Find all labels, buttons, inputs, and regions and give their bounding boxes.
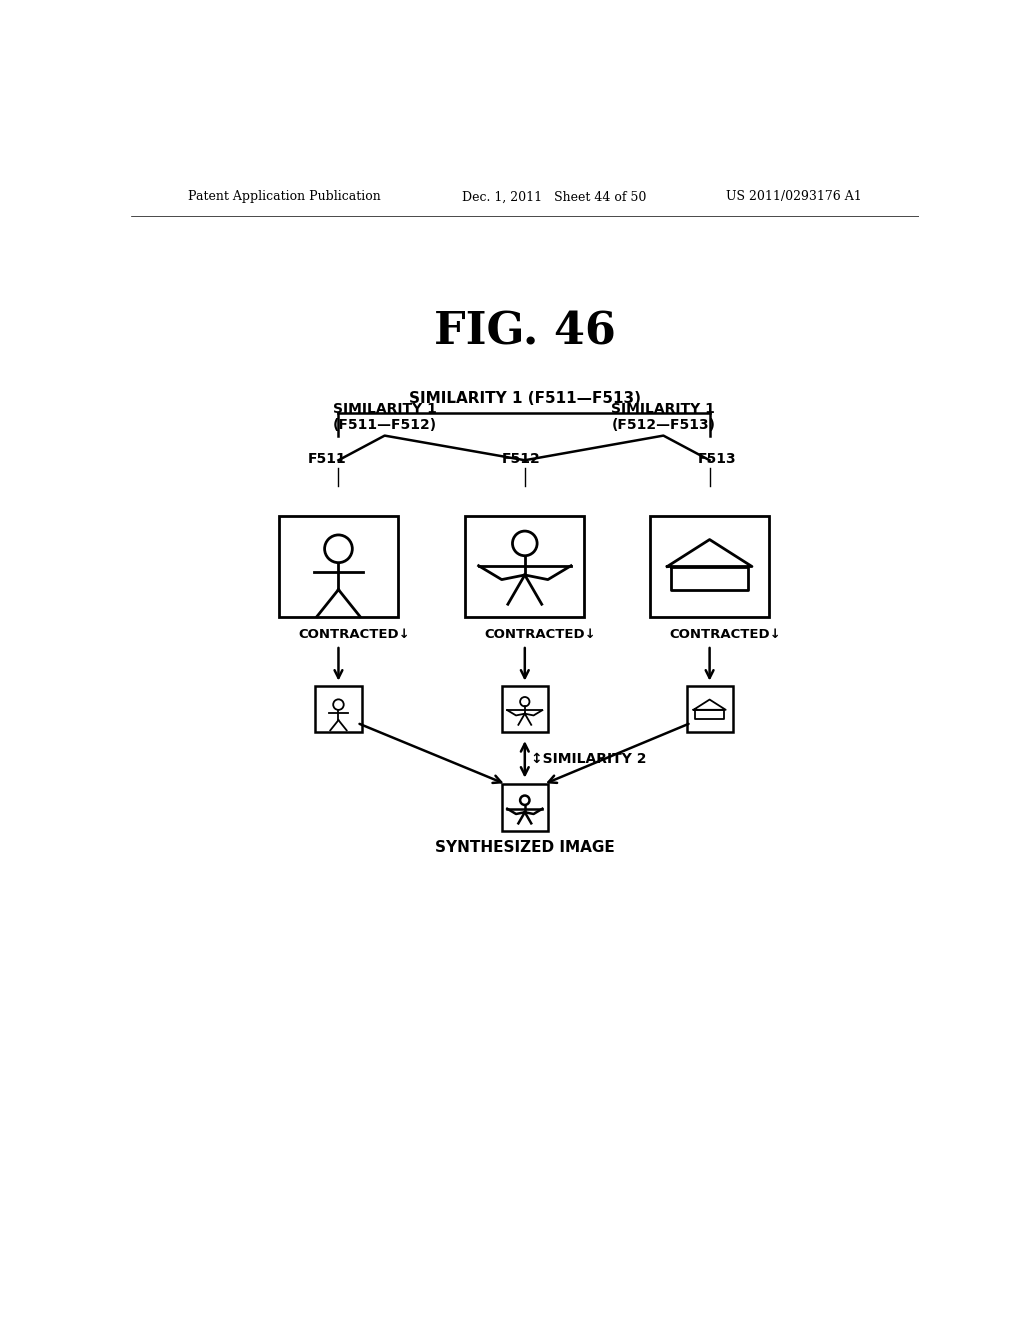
Text: F511: F511 bbox=[307, 453, 346, 466]
Bar bbox=[315, 686, 361, 733]
Text: F513: F513 bbox=[698, 453, 736, 466]
Bar bbox=[686, 686, 733, 733]
Text: F512: F512 bbox=[502, 453, 541, 466]
Text: SIMILARITY 1 (F511—F513): SIMILARITY 1 (F511—F513) bbox=[409, 391, 641, 407]
Bar bbox=[650, 516, 769, 616]
Bar bbox=[502, 686, 548, 733]
Text: Patent Application Publication: Patent Application Publication bbox=[188, 190, 381, 203]
Text: CONTRACTED↓: CONTRACTED↓ bbox=[670, 628, 781, 642]
Bar bbox=[279, 516, 398, 616]
Bar bbox=[465, 516, 585, 616]
Text: CONTRACTED↓: CONTRACTED↓ bbox=[298, 628, 411, 642]
Text: SIMILARITY 1
(F512—F513): SIMILARITY 1 (F512—F513) bbox=[611, 401, 716, 432]
Text: Dec. 1, 2011   Sheet 44 of 50: Dec. 1, 2011 Sheet 44 of 50 bbox=[462, 190, 646, 203]
Bar bbox=[502, 784, 548, 830]
Text: SIMILARITY 1
(F511—F512): SIMILARITY 1 (F511—F512) bbox=[333, 401, 436, 432]
Text: ↕SIMILARITY 2: ↕SIMILARITY 2 bbox=[531, 752, 646, 767]
Text: FIG. 46: FIG. 46 bbox=[434, 310, 615, 354]
Text: US 2011/0293176 A1: US 2011/0293176 A1 bbox=[726, 190, 862, 203]
Text: SYNTHESIZED IMAGE: SYNTHESIZED IMAGE bbox=[435, 840, 614, 855]
Text: CONTRACTED↓: CONTRACTED↓ bbox=[484, 628, 597, 642]
